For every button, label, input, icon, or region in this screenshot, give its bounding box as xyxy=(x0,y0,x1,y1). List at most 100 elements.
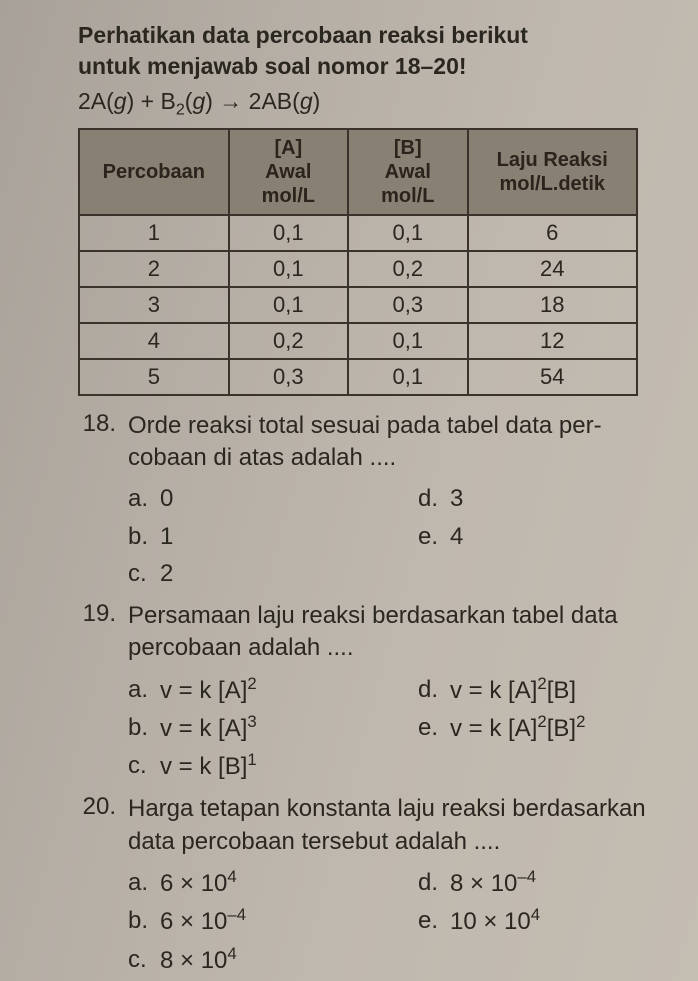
option-row: c. 8 × 104 xyxy=(128,941,668,979)
option-value: 1 xyxy=(160,518,173,555)
page: Perhatikan data percobaan reaksi berikut… xyxy=(0,0,698,981)
table-row: 30,10,318 xyxy=(79,287,637,323)
option-row: b. 6 × 10–4 e. 10 × 104 xyxy=(128,902,668,940)
option-label: c. xyxy=(128,555,150,592)
option: d. 8 × 10–4 xyxy=(418,864,536,902)
intro-line-1: Perhatikan data percobaan reaksi berikut xyxy=(78,22,528,48)
table-header-row: Percobaan [A]Awalmol/L [B]Awalmol/L Laju… xyxy=(79,129,637,215)
question-text: Persamaan laju reaksi berdasarkan tabel … xyxy=(128,600,668,665)
table-cell: 18 xyxy=(468,287,638,323)
table-cell: 3 xyxy=(79,287,229,323)
option-label: d. xyxy=(418,480,440,517)
table-body: 10,10,1620,10,22430,10,31840,20,11250,30… xyxy=(79,215,637,395)
option-value: 2 xyxy=(160,555,173,592)
questions-container: 18. Orde reaksi total sesuai pada tabel d… xyxy=(78,410,668,979)
table-cell: 2 xyxy=(79,251,229,287)
table-cell: 0,2 xyxy=(348,251,467,287)
table-cell: 1 xyxy=(79,215,229,251)
table-cell: 0,1 xyxy=(348,359,467,395)
option: b. 6 × 10–4 xyxy=(128,902,418,940)
question: 20. Harga tetapan konstanta laju reaksi b… xyxy=(78,793,668,978)
table-row: 50,30,154 xyxy=(79,359,637,395)
option: e. v = k [A]2[B]2 xyxy=(418,709,585,747)
option-value: 4 xyxy=(450,518,463,555)
option: c. 2 xyxy=(128,555,418,592)
option: d. 3 xyxy=(418,480,463,517)
question-number: 19. xyxy=(78,600,116,628)
question-number: 20. xyxy=(78,793,116,821)
col-header-b: [B]Awalmol/L xyxy=(348,129,467,215)
option-value: 8 × 10–4 xyxy=(450,864,536,902)
option-value: v = k [A]2[B]2 xyxy=(450,709,585,747)
table-row: 40,20,112 xyxy=(79,323,637,359)
option-row: a. 0 d. 3 xyxy=(128,480,668,517)
table-cell: 5 xyxy=(79,359,229,395)
option-row: b. v = k [A]3 e. v = k [A]2[B]2 xyxy=(128,709,668,747)
reaction-equation: 2A(g) + B2(g) → 2AB(g) xyxy=(78,88,668,120)
data-table: Percobaan [A]Awalmol/L [B]Awalmol/L Laju… xyxy=(78,128,638,396)
question-text: Orde reaksi total sesuai pada tabel data… xyxy=(128,410,668,475)
option-label: d. xyxy=(418,671,440,709)
question-text: Harga tetapan konstanta laju reaksi berd… xyxy=(128,793,668,858)
question: 19. Persamaan laju reaksi berdasarkan tab… xyxy=(78,600,668,785)
option-value: 10 × 104 xyxy=(450,902,540,940)
option-value: 6 × 10–4 xyxy=(160,902,246,940)
table-cell: 0,1 xyxy=(229,251,348,287)
options: a. 6 × 104 d. 8 × 10–4 b. 6 × 10–4 e. 10 × 104 c… xyxy=(128,864,668,979)
option-label: c. xyxy=(128,747,150,785)
option: e. 4 xyxy=(418,518,463,555)
table-cell: 6 xyxy=(468,215,638,251)
question-number: 18. xyxy=(78,410,116,438)
table-cell: 0,1 xyxy=(229,215,348,251)
option-label: a. xyxy=(128,480,150,517)
option: d.v = k [A]2[B] xyxy=(418,671,576,709)
option-label: e. xyxy=(418,902,440,940)
option-label: b. xyxy=(128,709,150,747)
option-row: a. v = k [A]2 d.v = k [A]2[B] xyxy=(128,671,668,709)
option-label: a. xyxy=(128,864,150,902)
option-value: 8 × 104 xyxy=(160,941,237,979)
option-row: b. 1 e. 4 xyxy=(128,518,668,555)
option-value: v = k [B]1 xyxy=(160,747,257,785)
option: a. 0 xyxy=(128,480,418,517)
option: c. v = k [B]1 xyxy=(128,747,418,785)
table-cell: 24 xyxy=(468,251,638,287)
table-cell: 4 xyxy=(79,323,229,359)
intro-line-2: untuk menjawab soal nomor 18–20! xyxy=(78,53,467,79)
option-value: v = k [A]2 xyxy=(160,671,257,709)
question-body: Harga tetapan konstanta laju reaksi berd… xyxy=(128,793,668,978)
col-header-laju: Laju Reaksimol/L.detik xyxy=(468,129,638,215)
option-value: 3 xyxy=(450,480,463,517)
option-label: a. xyxy=(128,671,150,709)
option-value: v = k [A]3 xyxy=(160,709,257,747)
table-cell: 54 xyxy=(468,359,638,395)
question-body: Orde reaksi total sesuai pada tabel data… xyxy=(128,410,668,592)
option-label: b. xyxy=(128,518,150,555)
table-cell: 0,1 xyxy=(229,287,348,323)
table-row: 10,10,16 xyxy=(79,215,637,251)
instruction-text: Perhatikan data percobaan reaksi berikut… xyxy=(78,20,668,82)
option-label: e. xyxy=(418,709,440,747)
option: e. 10 × 104 xyxy=(418,902,540,940)
options: a. 0 d. 3 b. 1 e. 4 c. 2 xyxy=(128,480,668,592)
option: a. v = k [A]2 xyxy=(128,671,418,709)
question: 18. Orde reaksi total sesuai pada tabel d… xyxy=(78,410,668,592)
option-row: c. v = k [B]1 xyxy=(128,747,668,785)
table-cell: 0,3 xyxy=(229,359,348,395)
options: a. v = k [A]2 d.v = k [A]2[B] b. v = k [A]3 e… xyxy=(128,671,668,786)
table-cell: 0,1 xyxy=(348,323,467,359)
option-label: d. xyxy=(418,864,440,902)
table-cell: 0,1 xyxy=(348,215,467,251)
option-row: a. 6 × 104 d. 8 × 10–4 xyxy=(128,864,668,902)
question-body: Persamaan laju reaksi berdasarkan tabel … xyxy=(128,600,668,785)
option-value: 0 xyxy=(160,480,173,517)
option-label: b. xyxy=(128,902,150,940)
col-header-a: [A]Awalmol/L xyxy=(229,129,348,215)
table-cell: 0,3 xyxy=(348,287,467,323)
option: b. v = k [A]3 xyxy=(128,709,418,747)
option: c. 8 × 104 xyxy=(128,941,418,979)
option-label: e. xyxy=(418,518,440,555)
option-value: 6 × 104 xyxy=(160,864,237,902)
option-label: c. xyxy=(128,941,150,979)
col-header-percobaan: Percobaan xyxy=(79,129,229,215)
